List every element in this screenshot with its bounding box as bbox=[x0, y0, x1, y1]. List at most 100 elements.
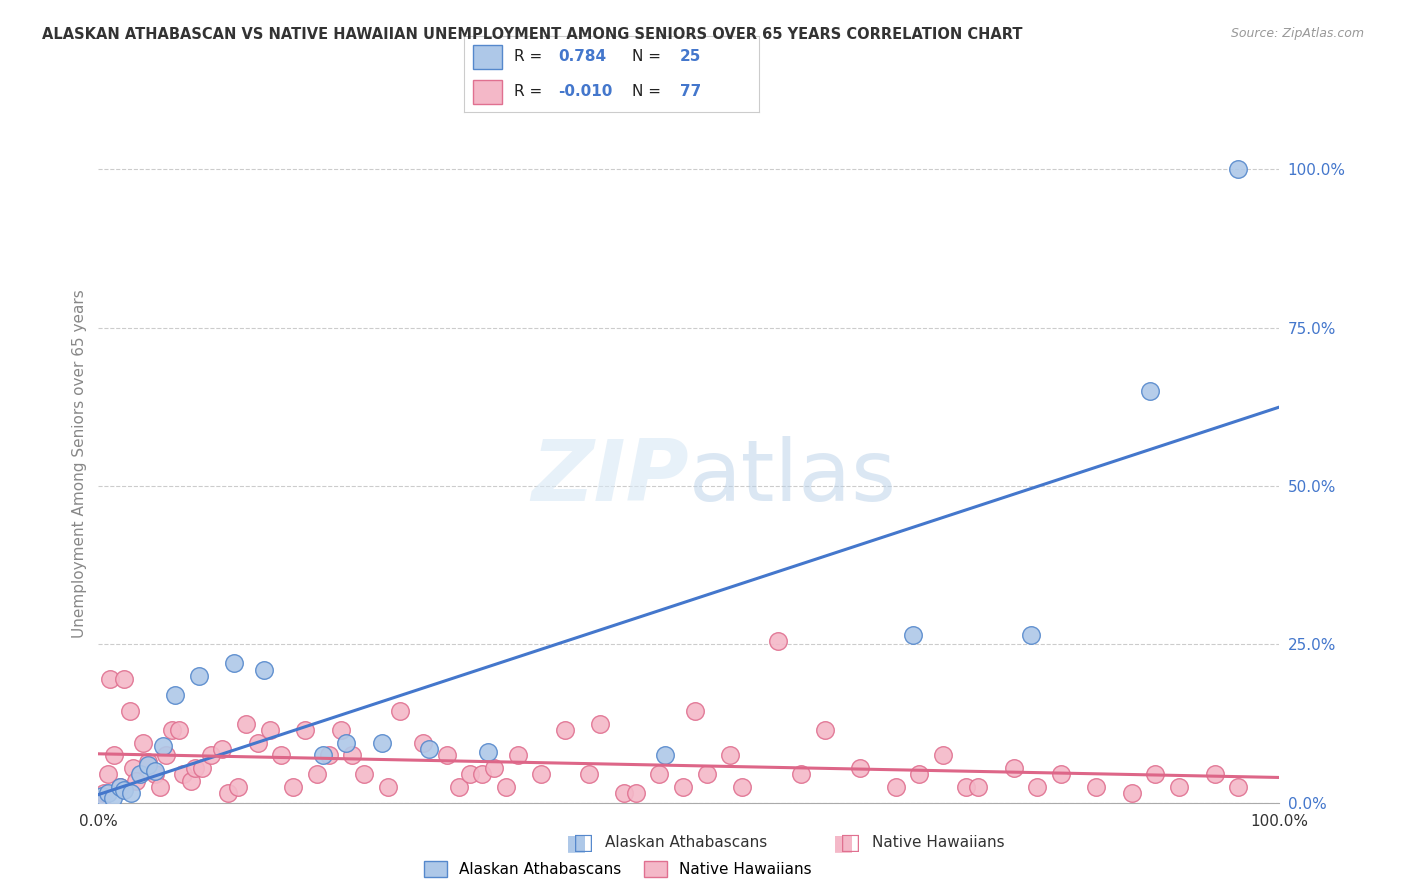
Point bbox=[884, 780, 907, 794]
Point bbox=[1002, 761, 1025, 775]
Point bbox=[97, 767, 120, 781]
Point bbox=[477, 745, 499, 759]
Legend: Alaskan Athabascans, Native Hawaiians: Alaskan Athabascans, Native Hawaiians bbox=[418, 855, 818, 883]
Point bbox=[112, 783, 135, 797]
Point bbox=[1227, 780, 1250, 794]
Text: R =: R = bbox=[515, 84, 547, 99]
Point bbox=[482, 761, 505, 775]
Point bbox=[101, 790, 124, 805]
Point bbox=[418, 742, 440, 756]
Point bbox=[155, 748, 177, 763]
Point bbox=[128, 767, 150, 781]
Point bbox=[447, 780, 470, 794]
Point bbox=[696, 767, 718, 781]
Point bbox=[1121, 786, 1143, 800]
Point bbox=[167, 723, 190, 737]
Point bbox=[90, 794, 112, 808]
Point bbox=[766, 634, 789, 648]
Text: atlas: atlas bbox=[689, 436, 897, 519]
Point bbox=[226, 780, 249, 794]
Text: □: □ bbox=[574, 833, 593, 853]
Point bbox=[103, 748, 125, 763]
Point bbox=[908, 767, 931, 781]
Text: N =: N = bbox=[633, 84, 666, 99]
Point bbox=[136, 757, 159, 772]
Point bbox=[180, 773, 202, 788]
Text: Alaskan Athabascans: Alaskan Athabascans bbox=[605, 836, 766, 850]
Point bbox=[143, 767, 166, 781]
Point bbox=[731, 780, 754, 794]
Point bbox=[98, 672, 121, 686]
Point bbox=[335, 736, 357, 750]
Point bbox=[253, 663, 276, 677]
Point bbox=[217, 786, 239, 800]
Text: Native Hawaiians: Native Hawaiians bbox=[872, 836, 1004, 850]
Point bbox=[718, 748, 741, 763]
Point bbox=[436, 748, 458, 763]
Text: ALASKAN ATHABASCAN VS NATIVE HAWAIIAN UNEMPLOYMENT AMONG SENIORS OVER 65 YEARS C: ALASKAN ATHABASCAN VS NATIVE HAWAIIAN UN… bbox=[42, 27, 1022, 42]
Point bbox=[283, 780, 305, 794]
Point bbox=[305, 767, 328, 781]
Point bbox=[312, 748, 335, 763]
Text: 25: 25 bbox=[679, 49, 702, 64]
Point bbox=[235, 716, 257, 731]
Point bbox=[270, 748, 292, 763]
Point bbox=[648, 767, 671, 781]
Text: N =: N = bbox=[633, 49, 666, 64]
Point bbox=[342, 748, 364, 763]
Point bbox=[187, 669, 209, 683]
Point bbox=[329, 723, 352, 737]
Point bbox=[112, 672, 135, 686]
Point bbox=[108, 780, 131, 794]
Point bbox=[683, 704, 706, 718]
Point bbox=[790, 767, 813, 781]
Point bbox=[149, 780, 172, 794]
Point bbox=[1026, 780, 1049, 794]
Point bbox=[814, 723, 837, 737]
Point bbox=[224, 657, 246, 671]
Point bbox=[1050, 767, 1073, 781]
Point bbox=[554, 723, 576, 737]
Text: 77: 77 bbox=[679, 84, 700, 99]
Point bbox=[211, 742, 233, 756]
Point bbox=[955, 780, 977, 794]
Text: ■: ■ bbox=[834, 833, 853, 853]
Y-axis label: Unemployment Among Seniors over 65 years: Unemployment Among Seniors over 65 years bbox=[72, 290, 87, 638]
Point bbox=[200, 748, 222, 763]
Point bbox=[371, 736, 394, 750]
Point bbox=[318, 748, 340, 763]
Point bbox=[108, 780, 131, 794]
Text: ■: ■ bbox=[567, 833, 586, 853]
Point bbox=[1139, 384, 1161, 398]
Text: R =: R = bbox=[515, 49, 547, 64]
Point bbox=[1204, 767, 1226, 781]
Point bbox=[143, 764, 166, 778]
Point bbox=[93, 786, 115, 800]
Point bbox=[377, 780, 399, 794]
Point bbox=[184, 761, 207, 775]
Point bbox=[967, 780, 990, 794]
Point bbox=[903, 628, 925, 642]
Point bbox=[160, 723, 183, 737]
Text: ZIP: ZIP bbox=[531, 436, 689, 519]
Text: 0.784: 0.784 bbox=[558, 49, 606, 64]
Point bbox=[589, 716, 612, 731]
Text: □: □ bbox=[841, 833, 860, 853]
Point bbox=[132, 736, 155, 750]
Point bbox=[654, 748, 676, 763]
Point bbox=[460, 767, 482, 781]
Point bbox=[613, 786, 636, 800]
Point bbox=[530, 767, 553, 781]
Point bbox=[1168, 780, 1191, 794]
Point bbox=[191, 761, 214, 775]
Point bbox=[1227, 162, 1250, 177]
Point bbox=[932, 748, 955, 763]
Point bbox=[506, 748, 529, 763]
Point bbox=[471, 767, 494, 781]
Point bbox=[624, 786, 647, 800]
Point bbox=[172, 767, 194, 781]
Point bbox=[152, 739, 174, 753]
Point bbox=[412, 736, 434, 750]
FancyBboxPatch shape bbox=[472, 45, 502, 69]
Point bbox=[294, 723, 316, 737]
